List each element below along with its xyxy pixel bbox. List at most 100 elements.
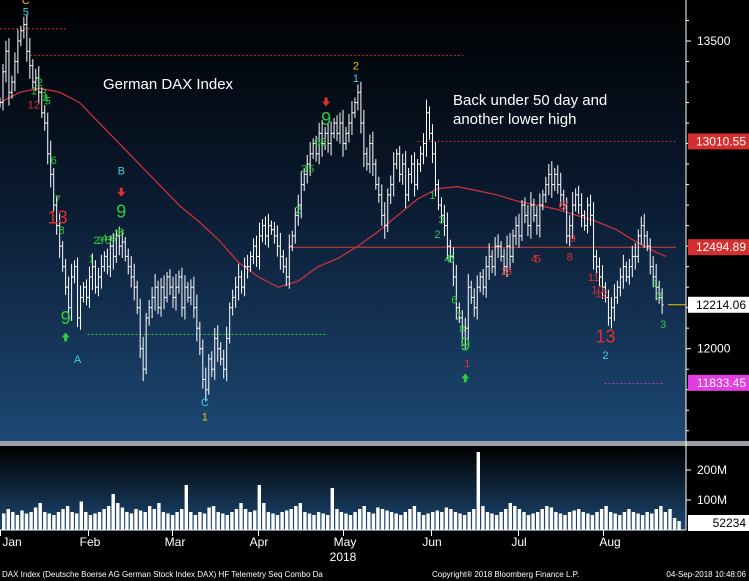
volume-bar xyxy=(175,512,179,530)
volume-bar xyxy=(230,512,234,530)
price-bar xyxy=(621,254,625,289)
price-bar xyxy=(177,270,181,294)
td-count-label: 1 xyxy=(202,411,208,423)
price-bar xyxy=(93,260,97,294)
volume-bar xyxy=(358,509,362,530)
price-bar xyxy=(398,146,402,183)
volume-bar xyxy=(335,509,339,530)
price-bar xyxy=(105,248,109,275)
volume-bar xyxy=(581,512,585,530)
price-bar xyxy=(174,273,178,311)
volume-bar xyxy=(481,506,485,530)
x-tick-label: Jun xyxy=(422,535,441,549)
price-bar xyxy=(547,163,551,196)
td-count-label: A xyxy=(74,354,82,366)
volume-bar xyxy=(11,512,15,530)
price-bar xyxy=(407,167,411,202)
volume-bar xyxy=(558,513,563,530)
price-bar xyxy=(374,159,378,190)
price-bar xyxy=(135,280,139,315)
td-count-label: 7 xyxy=(55,194,61,206)
price-bar xyxy=(574,188,578,212)
price-bar xyxy=(320,120,324,157)
volume-bar xyxy=(239,503,243,530)
volume-bar xyxy=(143,512,147,530)
price-bar xyxy=(284,257,288,287)
x-tick-label: Apr xyxy=(250,535,269,549)
td-count-label: 4 xyxy=(43,94,49,106)
volume-bar xyxy=(536,512,540,530)
td-count-label: 4 xyxy=(444,254,450,266)
volume-bar xyxy=(316,512,321,530)
price-bar xyxy=(651,256,655,288)
volume-bar xyxy=(79,501,83,530)
volume-bar xyxy=(645,512,649,530)
volume-bar xyxy=(540,509,544,530)
price-bar xyxy=(231,289,235,316)
volume-bar xyxy=(152,509,156,530)
volume-bar xyxy=(348,515,353,530)
price-bar xyxy=(451,247,455,287)
price-bar xyxy=(144,312,148,375)
price-bar xyxy=(544,176,548,203)
value-label: 12214.06 xyxy=(696,298,746,312)
price-bar xyxy=(463,317,467,349)
price-bar xyxy=(207,353,211,395)
volume-bar xyxy=(631,512,636,530)
volume-bar xyxy=(38,503,42,530)
price-bar xyxy=(192,276,196,319)
volume-bar xyxy=(394,513,398,530)
price-bar xyxy=(165,271,169,303)
price-bar xyxy=(508,232,512,270)
price-bar xyxy=(216,325,220,362)
volume-bar xyxy=(29,512,33,530)
price-bar xyxy=(228,302,232,344)
volume-bar xyxy=(129,513,134,530)
price-bar xyxy=(335,115,339,142)
price-bar xyxy=(469,280,473,304)
value-label-bg xyxy=(688,133,749,150)
price-bar xyxy=(108,235,112,278)
td-count-label: 2 xyxy=(656,290,662,302)
price-bar xyxy=(541,189,545,211)
td-count-label: 6 xyxy=(110,233,116,245)
price-bar xyxy=(645,230,649,252)
price-bar xyxy=(278,232,282,270)
volume-bar xyxy=(116,503,120,530)
volume-bar xyxy=(15,515,20,530)
td-count-label: 3 xyxy=(438,215,444,227)
td-count-label: 12 xyxy=(28,100,40,112)
volume-bar xyxy=(490,513,494,530)
volume-bar xyxy=(650,513,654,530)
td-count-label: 10 xyxy=(591,284,603,296)
price-bar xyxy=(222,349,226,379)
price-bar xyxy=(559,172,563,207)
volume-bar xyxy=(618,515,622,530)
volume-bar xyxy=(84,512,88,530)
volume-bar xyxy=(294,506,298,530)
price-bar xyxy=(329,121,333,156)
price-bar xyxy=(225,326,229,382)
price-bar xyxy=(642,213,646,248)
price-bar xyxy=(28,38,32,79)
footer-center: Copyright® 2018 Bloomberg Finance L.P. xyxy=(432,570,579,579)
td-count-label: 6 xyxy=(51,155,57,167)
price-bar xyxy=(305,154,309,184)
volume-bar xyxy=(380,509,385,530)
td-count-label: 13 xyxy=(595,327,615,347)
td-count-label: 6 xyxy=(559,200,565,212)
volume-bar xyxy=(52,515,56,530)
td-count-label: 5 xyxy=(308,163,314,175)
price-bar xyxy=(362,109,366,168)
price-bar xyxy=(478,271,482,293)
x-tick-label: May xyxy=(334,535,357,549)
price-bar xyxy=(317,122,321,165)
volume-bar xyxy=(595,512,599,530)
annotation-line-2: another lower high xyxy=(453,111,576,128)
price-bar xyxy=(183,275,187,320)
volume-bar xyxy=(672,518,677,530)
volume-bar xyxy=(640,515,645,530)
price-bar xyxy=(571,191,575,239)
price-bar xyxy=(70,263,74,321)
volume-bar xyxy=(440,512,444,530)
